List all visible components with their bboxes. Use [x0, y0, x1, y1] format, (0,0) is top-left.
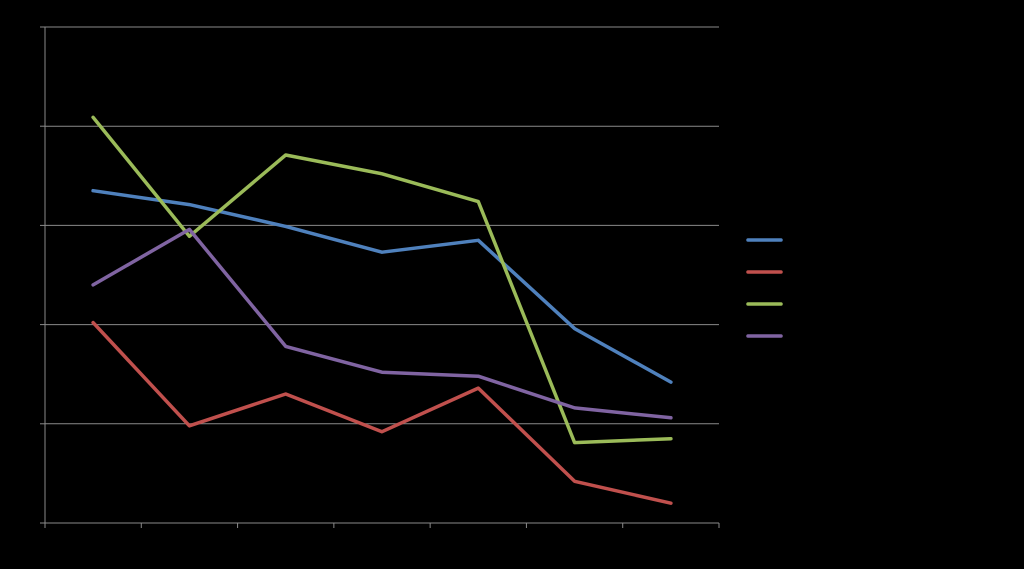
series-line-3 [91, 115, 673, 445]
series-line-1 [91, 188, 673, 384]
axes [40, 26, 720, 528]
series-lines [91, 115, 673, 505]
series-line-2 [91, 320, 673, 505]
series-line-4 [91, 227, 673, 420]
gridlines [45, 26, 719, 425]
legend [746, 238, 783, 338]
